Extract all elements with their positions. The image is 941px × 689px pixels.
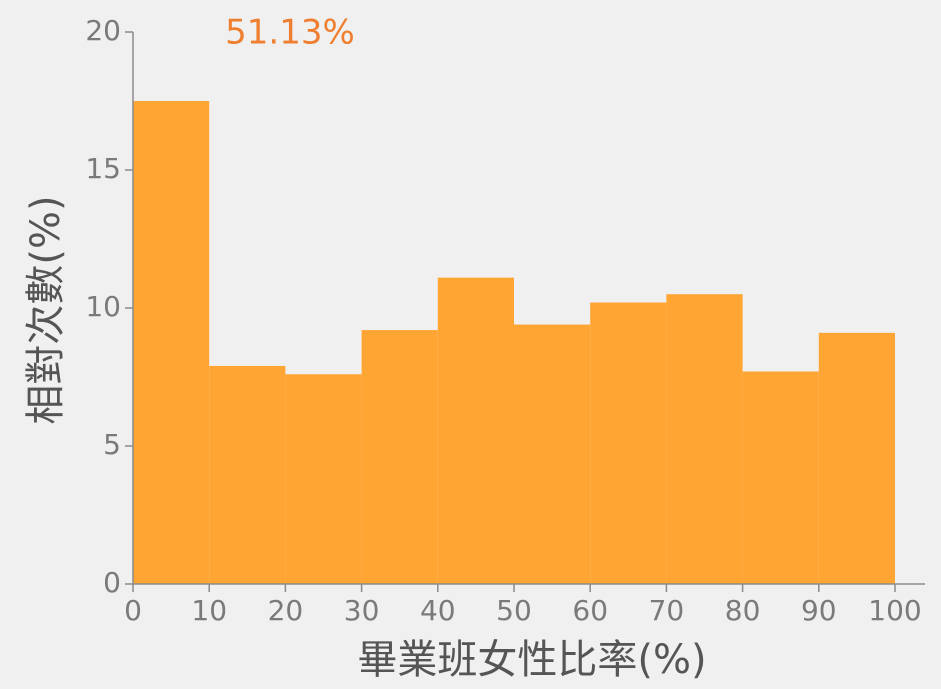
- y-tick-label: 5: [103, 428, 121, 461]
- bar: [133, 101, 210, 584]
- x-axis-label: 畢業班女性比率(%): [357, 637, 706, 683]
- bar: [361, 330, 438, 584]
- x-tick-label: 90: [801, 594, 837, 627]
- bar: [590, 302, 667, 584]
- y-tick-label: 10: [85, 290, 121, 323]
- y-axis-label: 相對次數(%): [23, 195, 69, 424]
- bar: [209, 365, 286, 584]
- x-tick-label: 0: [124, 594, 142, 627]
- x-tick-label: 60: [572, 594, 608, 627]
- bar: [285, 374, 362, 584]
- annotation: 51.13%: [225, 13, 355, 53]
- y-tick-label: 20: [85, 14, 121, 47]
- x-tick-label: 40: [420, 594, 456, 627]
- y-tick-label: 15: [85, 152, 121, 185]
- bar: [437, 277, 514, 584]
- x-tick-label: 100: [868, 594, 921, 627]
- bar: [514, 324, 591, 584]
- bar: [666, 294, 743, 584]
- x-tick-label: 30: [344, 594, 380, 627]
- x-tick-label: 10: [191, 594, 227, 627]
- x-tick-label: 50: [496, 594, 532, 627]
- y-tick-label: 0: [103, 566, 121, 599]
- x-tick-label: 70: [649, 594, 685, 627]
- x-tick-label: 80: [725, 594, 761, 627]
- x-tick-label: 20: [268, 594, 304, 627]
- bar: [742, 371, 819, 584]
- bar: [818, 332, 895, 584]
